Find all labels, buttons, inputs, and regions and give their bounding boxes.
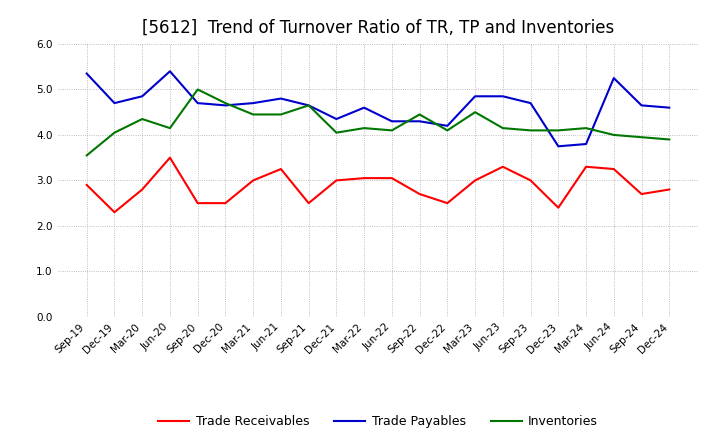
- Trade Payables: [526, 100, 535, 106]
- Inventories: [138, 116, 147, 121]
- Trade Receivables: [665, 187, 674, 192]
- Trade Receivables: [387, 176, 396, 181]
- Trade Receivables: [582, 164, 590, 169]
- Trade Receivables: [82, 182, 91, 187]
- Inventories: [166, 125, 174, 131]
- Trade Payables: [554, 143, 562, 149]
- Inventories: [498, 125, 507, 131]
- Trade Receivables: [221, 201, 230, 206]
- Trade Receivables: [554, 205, 562, 210]
- Title: [5612]  Trend of Turnover Ratio of TR, TP and Inventories: [5612] Trend of Turnover Ratio of TR, TP…: [142, 19, 614, 37]
- Inventories: [276, 112, 285, 117]
- Trade Payables: [138, 94, 147, 99]
- Trade Payables: [82, 71, 91, 76]
- Trade Receivables: [194, 201, 202, 206]
- Inventories: [194, 87, 202, 92]
- Trade Payables: [582, 141, 590, 147]
- Inventories: [609, 132, 618, 138]
- Trade Payables: [166, 69, 174, 74]
- Trade Receivables: [276, 166, 285, 172]
- Trade Payables: [360, 105, 369, 110]
- Trade Payables: [276, 96, 285, 101]
- Trade Payables: [332, 116, 341, 121]
- Line: Trade Payables: Trade Payables: [86, 71, 670, 146]
- Trade Receivables: [305, 201, 313, 206]
- Trade Payables: [110, 100, 119, 106]
- Line: Inventories: Inventories: [86, 89, 670, 155]
- Inventories: [332, 130, 341, 136]
- Trade Receivables: [332, 178, 341, 183]
- Trade Payables: [443, 123, 451, 128]
- Inventories: [526, 128, 535, 133]
- Inventories: [637, 135, 646, 140]
- Trade Receivables: [166, 155, 174, 160]
- Trade Receivables: [609, 166, 618, 172]
- Trade Receivables: [498, 164, 507, 169]
- Inventories: [249, 112, 258, 117]
- Trade Payables: [305, 103, 313, 108]
- Legend: Trade Receivables, Trade Payables, Inventories: Trade Receivables, Trade Payables, Inven…: [153, 411, 603, 433]
- Trade Payables: [498, 94, 507, 99]
- Inventories: [443, 128, 451, 133]
- Trade Payables: [387, 119, 396, 124]
- Trade Payables: [415, 119, 424, 124]
- Trade Payables: [194, 100, 202, 106]
- Inventories: [582, 125, 590, 131]
- Trade Receivables: [637, 191, 646, 197]
- Trade Receivables: [249, 178, 258, 183]
- Inventories: [110, 130, 119, 136]
- Trade Payables: [609, 76, 618, 81]
- Trade Receivables: [526, 178, 535, 183]
- Inventories: [471, 110, 480, 115]
- Trade Receivables: [360, 176, 369, 181]
- Trade Payables: [249, 100, 258, 106]
- Trade Payables: [221, 103, 230, 108]
- Line: Trade Receivables: Trade Receivables: [86, 158, 670, 212]
- Inventories: [360, 125, 369, 131]
- Trade Receivables: [415, 191, 424, 197]
- Inventories: [221, 100, 230, 106]
- Trade Receivables: [471, 178, 480, 183]
- Trade Payables: [665, 105, 674, 110]
- Inventories: [82, 153, 91, 158]
- Inventories: [665, 137, 674, 142]
- Trade Payables: [471, 94, 480, 99]
- Trade Receivables: [110, 209, 119, 215]
- Trade Payables: [637, 103, 646, 108]
- Trade Receivables: [138, 187, 147, 192]
- Trade Receivables: [443, 201, 451, 206]
- Inventories: [387, 128, 396, 133]
- Inventories: [305, 103, 313, 108]
- Inventories: [415, 112, 424, 117]
- Inventories: [554, 128, 562, 133]
